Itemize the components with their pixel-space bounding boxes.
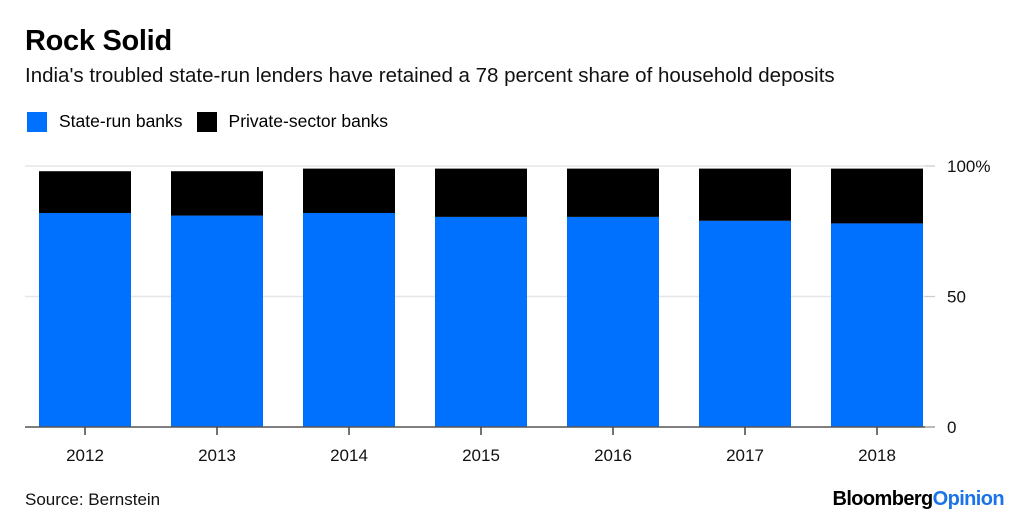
y-tick-label-0: 0 — [947, 418, 956, 437]
bar-private-sector-2015 — [435, 168, 527, 217]
x-tick-label-2015: 2015 — [462, 446, 500, 465]
source-note: Source: Bernstein — [25, 490, 161, 509]
bar-private-sector-2012 — [39, 171, 131, 213]
chart-title: Rock Solid — [25, 25, 172, 57]
legend-item-private-sector: Private-sector banks — [196, 111, 389, 132]
bar-private-sector-2016 — [567, 168, 659, 217]
y-tick-label-50: 50 — [947, 288, 966, 307]
brand-logo: BloombergOpinion — [832, 488, 1004, 511]
bar-state-run-2017 — [699, 220, 791, 427]
bar-state-run-2016 — [567, 216, 659, 427]
y-tick-label-100: 100% — [947, 157, 990, 176]
legend-label-private-sector: Private-sector banks — [228, 111, 389, 131]
brand-primary: Bloomberg — [832, 488, 933, 510]
x-tick-label-2016: 2016 — [594, 446, 632, 465]
legend-label-state-run: State-run banks — [59, 111, 183, 131]
bar-private-sector-2014 — [303, 168, 395, 213]
bar-state-run-2014 — [303, 212, 395, 427]
bar-state-run-2012 — [39, 212, 131, 427]
x-tick-label-2017: 2017 — [726, 446, 764, 465]
bar-state-run-2015 — [435, 216, 527, 427]
legend: State-run banks Private-sector banks — [27, 111, 402, 132]
x-tick-label-2018: 2018 — [858, 446, 896, 465]
brand-secondary: Opinion — [932, 488, 1005, 510]
x-tick-label-2012: 2012 — [66, 446, 104, 465]
x-tick-label-2014: 2014 — [330, 446, 368, 465]
legend-swatch-private-sector — [196, 111, 217, 132]
legend-swatch-state-run — [27, 111, 47, 132]
bar-state-run-2013 — [171, 215, 263, 427]
bar-private-sector-2018 — [831, 168, 923, 224]
legend-item-state-run: State-run banks — [27, 111, 183, 132]
bar-private-sector-2013 — [171, 171, 263, 216]
bar-private-sector-2017 — [699, 168, 791, 221]
bar-state-run-2018 — [831, 223, 923, 427]
chart-subtitle: India's troubled state-run lenders have … — [25, 64, 835, 87]
x-tick-label-2013: 2013 — [198, 446, 236, 465]
